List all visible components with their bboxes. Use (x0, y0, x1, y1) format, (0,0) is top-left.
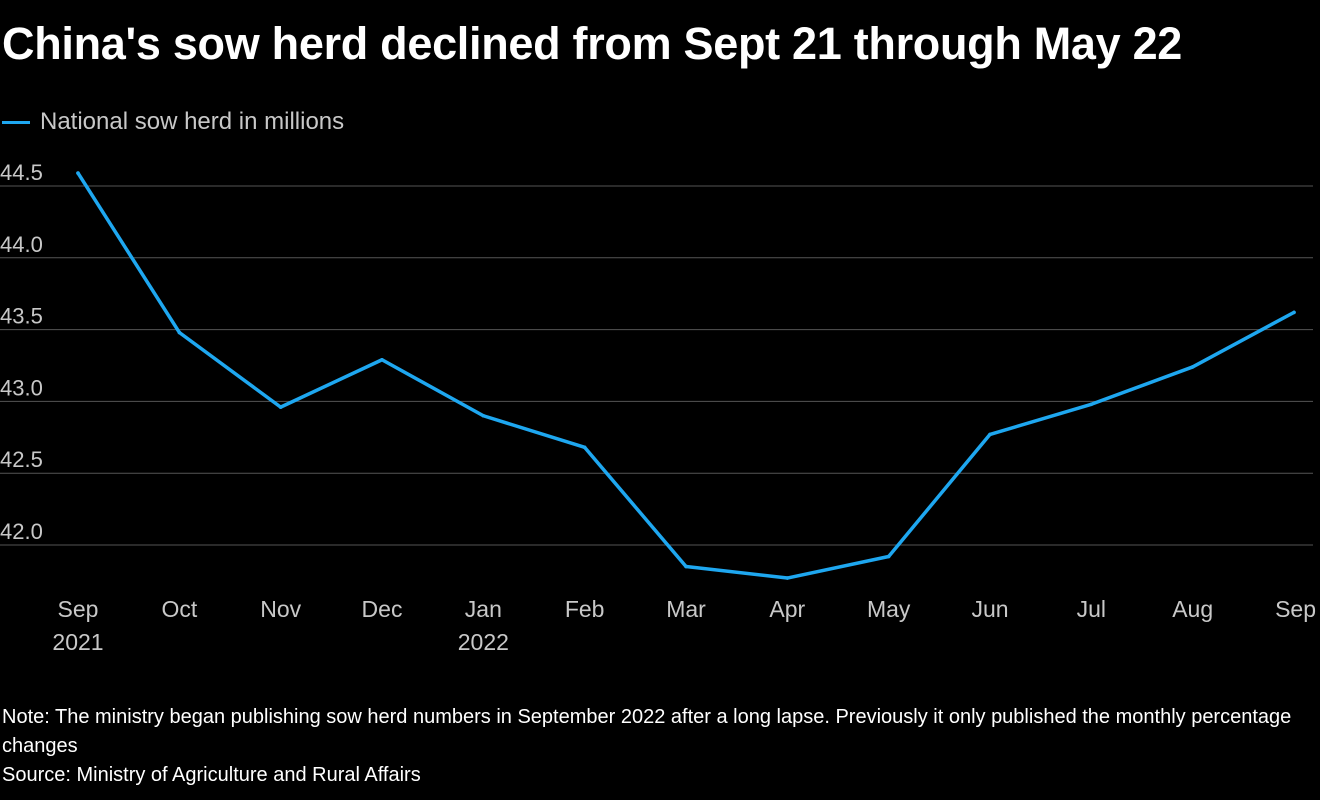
y-axis-labels: 42.0 42.5 43.0 43.5 44.0 44.5 (0, 160, 43, 544)
data-point (684, 564, 688, 569)
legend: National sow herd in millions (2, 106, 344, 138)
y-gridlines (0, 185, 1313, 546)
x-tick-label: Oct (161, 596, 197, 622)
data-point (582, 445, 587, 450)
x-tick-sublabel: 2022 (458, 629, 509, 655)
y-tick-label: 44.0 (0, 232, 43, 257)
source-note: Source: Ministry of Agriculture and Rura… (2, 764, 421, 786)
x-tick-label: Dec (362, 596, 403, 622)
data-point (278, 405, 283, 409)
legend-label: National sow herd in millions (40, 108, 345, 135)
data-point (177, 330, 182, 335)
footnote: Note: The ministry began publishing sow … (2, 706, 1292, 757)
x-tick-label: Apr (769, 596, 805, 622)
series-points (76, 171, 1296, 580)
data-point (886, 554, 891, 559)
y-tick-label: 44.5 (0, 160, 43, 185)
x-tick-sublabel: 2021 (52, 629, 103, 655)
chart-title: China's sow herd declined from Sept 21 t… (2, 18, 1183, 69)
x-tick-label: Jan (465, 596, 502, 622)
legend-line-swatch (2, 120, 30, 124)
series-line-national-sow-herd (76, 171, 1296, 580)
x-tick-label: Sep (58, 596, 99, 622)
data-point (76, 171, 80, 175)
y-tick-label: 43.5 (0, 304, 43, 329)
data-point (1190, 365, 1195, 369)
data-point (785, 576, 790, 580)
y-tick-label: 42.5 (0, 447, 43, 472)
data-point (988, 432, 992, 437)
data-point (380, 357, 384, 362)
data-point (1089, 402, 1094, 407)
x-axis-labels: Sep 2021 Oct Nov Dec Jan 2022 Feb Mar Apr May Jun Ju… (52, 596, 1316, 655)
x-tick-label: Aug (1172, 596, 1213, 622)
x-tick-label: Nov (260, 596, 301, 622)
data-point (481, 413, 486, 418)
x-tick-label: Feb (565, 596, 605, 622)
data-point (1292, 310, 1296, 315)
x-tick-label: Mar (666, 596, 706, 622)
y-tick-label: 43.0 (0, 375, 43, 400)
y-tick-label: 42.0 (0, 519, 43, 544)
x-tick-label: Sep (1275, 596, 1316, 622)
x-tick-label: Jul (1077, 596, 1106, 622)
chart-footer: Note: The ministry began publishing sow … (2, 703, 1302, 790)
x-tick-label: May (867, 596, 911, 622)
x-tick-label: Jun (971, 596, 1008, 622)
